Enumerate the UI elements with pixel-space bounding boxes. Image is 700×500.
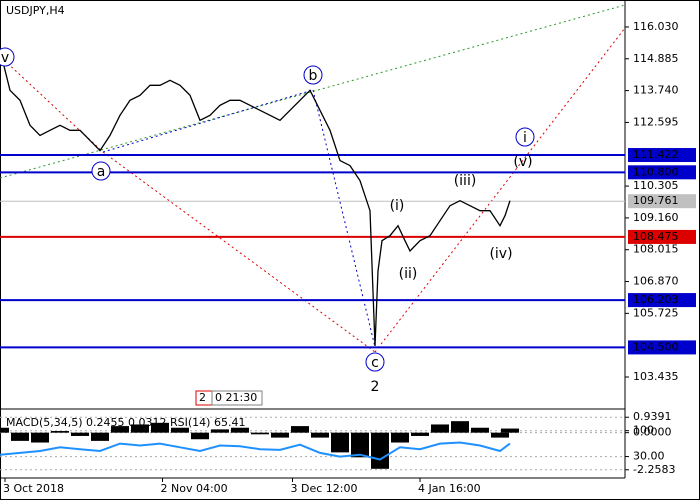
macd-bar (251, 432, 269, 435)
trend-line (102, 89, 314, 153)
wave-label: b (309, 68, 318, 84)
level-label-box (628, 229, 696, 244)
level-label: 104.500 (633, 340, 679, 353)
y-tick-label: -2.2583 (633, 463, 675, 476)
macd-bar (471, 427, 489, 433)
y2-tick-label: 100 (633, 424, 654, 437)
symbol-title: USDJPY,H4 (6, 4, 65, 17)
macd-bar (131, 424, 149, 433)
wave-label: (v) (513, 154, 532, 170)
time-marker: 0 21:30 (215, 391, 257, 404)
level-label-box (628, 194, 696, 209)
level-label: 108.475 (633, 230, 679, 243)
macd-bar (51, 431, 69, 433)
rsi-line (0, 441, 511, 461)
wave-circle (91, 161, 111, 181)
price-line (0, 49, 511, 347)
x-tick-label: 3 Dec 12:00 (291, 482, 358, 495)
level-label-box (628, 148, 696, 163)
macd-bar (371, 432, 389, 469)
macd-bar (11, 432, 29, 441)
wave-label: c (371, 355, 379, 371)
y2-tick-label: 30.00 (633, 450, 665, 463)
wave-circle (0, 47, 15, 67)
macd-bar (91, 432, 109, 441)
level-label: 111.422 (633, 148, 679, 161)
y-tick-label: 114.885 (633, 52, 679, 65)
macd-bar (331, 432, 349, 453)
macd-bar (151, 422, 169, 433)
y-tick-label: 113.740 (633, 84, 679, 97)
macd-bar (31, 432, 49, 443)
macd-bar (311, 432, 329, 438)
macd-bar (491, 432, 509, 438)
level-label: 110.800 (633, 165, 679, 178)
level-label-box (628, 293, 696, 308)
time-marker: 2 (199, 391, 206, 404)
level-label: 106.203 (633, 293, 679, 306)
y-tick-label: 108.015 (633, 243, 679, 256)
wave-label: a (97, 164, 106, 180)
macd-bar (71, 432, 89, 436)
macd-bar (111, 426, 129, 433)
y-tick-label: 109.160 (633, 211, 679, 224)
macd-bar (271, 432, 289, 438)
y-tick-label: 0.9391 (633, 410, 672, 423)
wave-label: i (523, 130, 527, 146)
macd-bar (171, 427, 189, 433)
trend-line (102, 151, 376, 353)
y-tick-label: 103.435 (633, 370, 679, 383)
level-label: 109.761 (633, 194, 679, 207)
wave-label: (iv) (489, 246, 512, 262)
macd-bar (411, 432, 429, 436)
y-tick-label: 116.030 (633, 20, 679, 33)
macd-bar (431, 424, 449, 433)
macd-bar (191, 432, 209, 440)
wave-circle (515, 127, 535, 147)
trend-line (0, 4, 626, 179)
y-tick-label: 106.870 (633, 275, 679, 288)
macd-bar (291, 426, 309, 433)
y-tick-label: 110.305 (633, 179, 679, 192)
wave-label: (ii) (399, 266, 418, 282)
x-tick-label: 3 Oct 2018 (3, 482, 64, 495)
level-label-box (628, 340, 696, 355)
macd-bar (211, 429, 229, 433)
trend-line (374, 27, 626, 353)
macd-bar (391, 432, 409, 443)
indicator-title: MACD(5,34,5) 0.2455 0.0312 RSI(14) 65.41 (6, 416, 245, 429)
macd-bar (501, 428, 519, 433)
wave-circle (365, 352, 385, 372)
wave-label: (i) (390, 198, 405, 214)
x-tick-label: 4 Jan 16:00 (418, 482, 481, 495)
y-tick-label: 105.725 (633, 306, 679, 319)
wave-label: (iii) (454, 173, 477, 189)
wave-circle (303, 65, 323, 85)
y-tick-label: 112.595 (633, 115, 679, 128)
level-label-box (628, 165, 696, 180)
macd-bar (0, 427, 9, 433)
trend-line (312, 89, 376, 348)
y-tick-label: 0.0000 (633, 426, 672, 439)
macd-bar (231, 427, 249, 433)
wave-label: 2 (371, 379, 380, 395)
macd-bar (451, 421, 469, 433)
x-tick-label: 2 Nov 04:00 (161, 482, 228, 495)
macd-bar (351, 432, 369, 458)
time-marker-box (211, 390, 263, 406)
wave-label: v (1, 50, 9, 66)
